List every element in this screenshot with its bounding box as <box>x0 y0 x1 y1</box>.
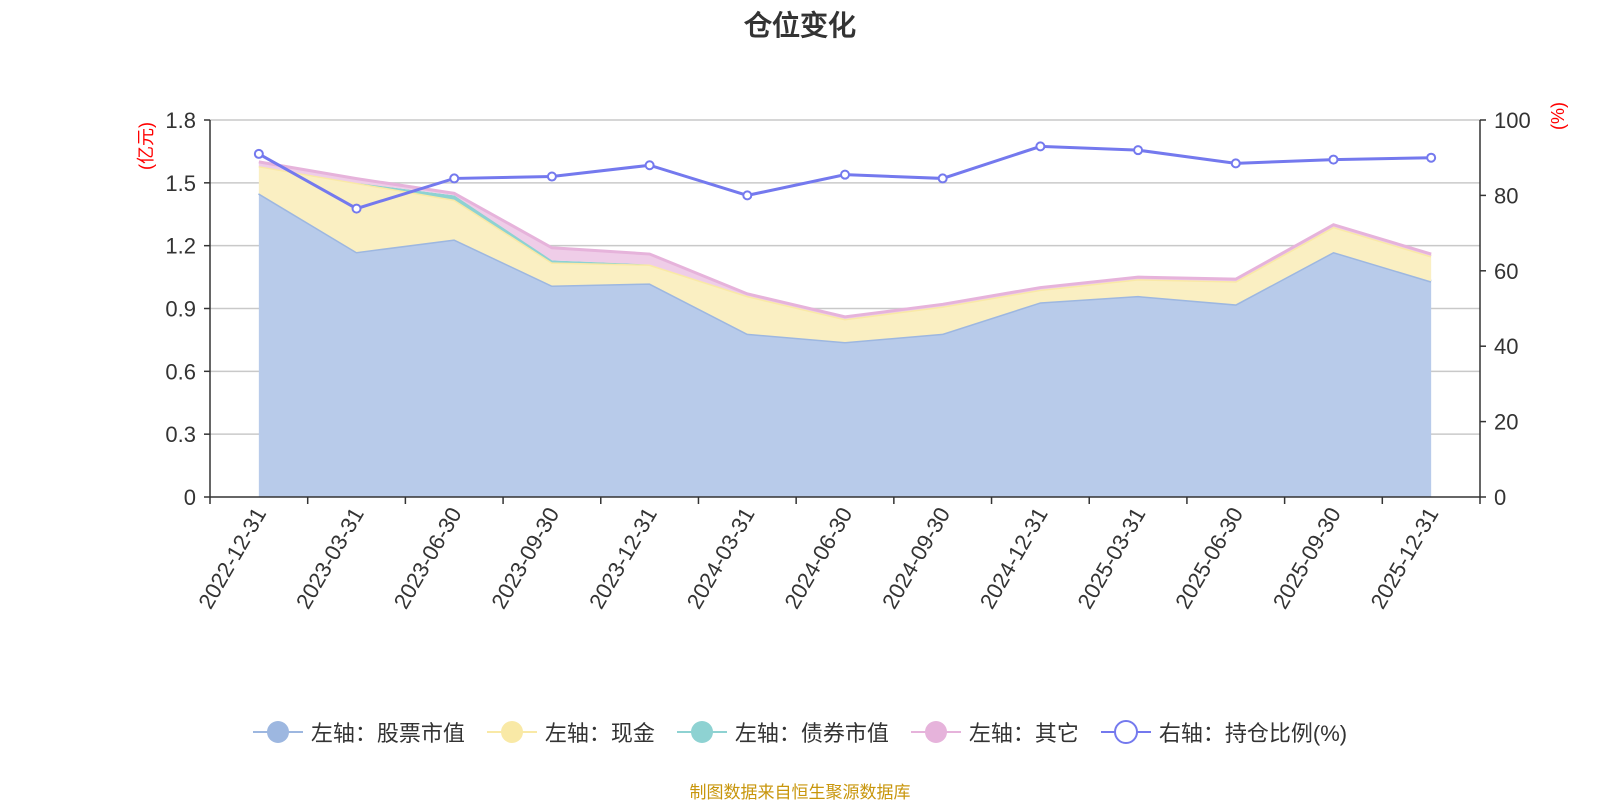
area-cash <box>258 166 1432 343</box>
ratio-point <box>840 169 850 180</box>
ratio-point <box>253 148 264 159</box>
left-axis-unit: (亿元) <box>136 122 156 170</box>
left-tick-label: 1.2 <box>165 234 196 259</box>
ratio-point <box>1426 152 1437 163</box>
left-tick-label: 1.5 <box>165 171 196 196</box>
ratio-point <box>1035 141 1046 152</box>
area-stock <box>258 193 1432 498</box>
legend-item-ratio[interactable]: 右轴：持仓比例(%) <box>1100 716 1348 748</box>
ratio-point <box>351 203 362 214</box>
legend-bond-icon <box>676 721 727 743</box>
x-tick-label: 2024-03-31 <box>682 503 760 613</box>
left-tick-label: 0.9 <box>165 297 196 322</box>
axis-layer <box>204 119 1486 504</box>
ratio-point <box>1133 145 1144 156</box>
legend-stock-label: 左轴：股票市值 <box>310 721 465 746</box>
x-tick-label: 2022-12-31 <box>193 503 271 613</box>
legend-ratio-label: 右轴：持仓比例(%) <box>1158 721 1348 746</box>
legend-cash-icon <box>486 721 537 743</box>
left-tick-label: 0 <box>184 485 196 510</box>
x-tick-label: 2023-06-30 <box>389 503 467 613</box>
right-tick-label: 60 <box>1494 259 1518 284</box>
x-tick-label: 2025-06-30 <box>1170 503 1248 613</box>
ratio-layer <box>253 141 1437 214</box>
legend-other-label: 左轴：其它 <box>968 721 1079 746</box>
legend-ratio-icon <box>1100 720 1151 744</box>
legend-cash-label: 左轴：现金 <box>544 721 655 746</box>
legend-other-icon <box>910 721 961 743</box>
ratio-point <box>546 171 557 182</box>
left-tick-label: 0.3 <box>165 422 196 447</box>
right-tick-label: 0 <box>1494 485 1506 510</box>
x-tick-label: 2025-03-31 <box>1072 503 1150 613</box>
line-other <box>258 160 1432 319</box>
right-tick-label: 80 <box>1494 183 1518 208</box>
ratio-point <box>449 173 460 184</box>
x-tick-label: 2023-12-31 <box>584 503 662 613</box>
area-layer <box>258 160 1432 498</box>
x-tick-label: 2023-03-31 <box>291 503 369 613</box>
x-tick-label: 2025-09-30 <box>1268 503 1346 613</box>
legend: 左轴：股票市值 左轴：现金 左轴：债券市值 左轴：其它 右轴：持仓比例(%) <box>0 716 1600 748</box>
x-tick-label: 2024-12-31 <box>975 503 1053 613</box>
ratio-point <box>742 190 753 201</box>
left-tick-label: 1.8 <box>165 108 196 133</box>
legend-item-cash[interactable]: 左轴：现金 <box>486 716 655 748</box>
legend-item-bond[interactable]: 左轴：债券市值 <box>676 716 889 748</box>
ratio-point <box>1230 158 1241 169</box>
right-tick-label: 20 <box>1494 410 1518 435</box>
ratio-point <box>1328 154 1339 165</box>
legend-item-stock[interactable]: 左轴：股票市值 <box>252 716 465 748</box>
legend-stock-icon <box>252 721 303 743</box>
x-tick-label: 2024-06-30 <box>779 503 857 613</box>
right-tick-label: 100 <box>1494 108 1531 133</box>
ratio-point <box>644 160 655 171</box>
legend-item-other[interactable]: 左轴：其它 <box>910 716 1079 748</box>
x-tick-label: 2023-09-30 <box>486 503 564 613</box>
ratio-point <box>937 173 948 184</box>
left-tick-label: 0.6 <box>165 359 196 384</box>
source-note: 制图数据来自恒生聚源数据库 <box>689 783 911 802</box>
legend-bond-label: 左轴：债券市值 <box>734 721 889 746</box>
x-tick-label: 2024-09-30 <box>877 503 955 613</box>
chart-title: 仓位变化 <box>743 10 856 41</box>
right-tick-label: 40 <box>1494 334 1518 359</box>
x-tick-label: 2025-12-31 <box>1366 503 1444 613</box>
right-axis-unit: (%) <box>1548 102 1568 130</box>
